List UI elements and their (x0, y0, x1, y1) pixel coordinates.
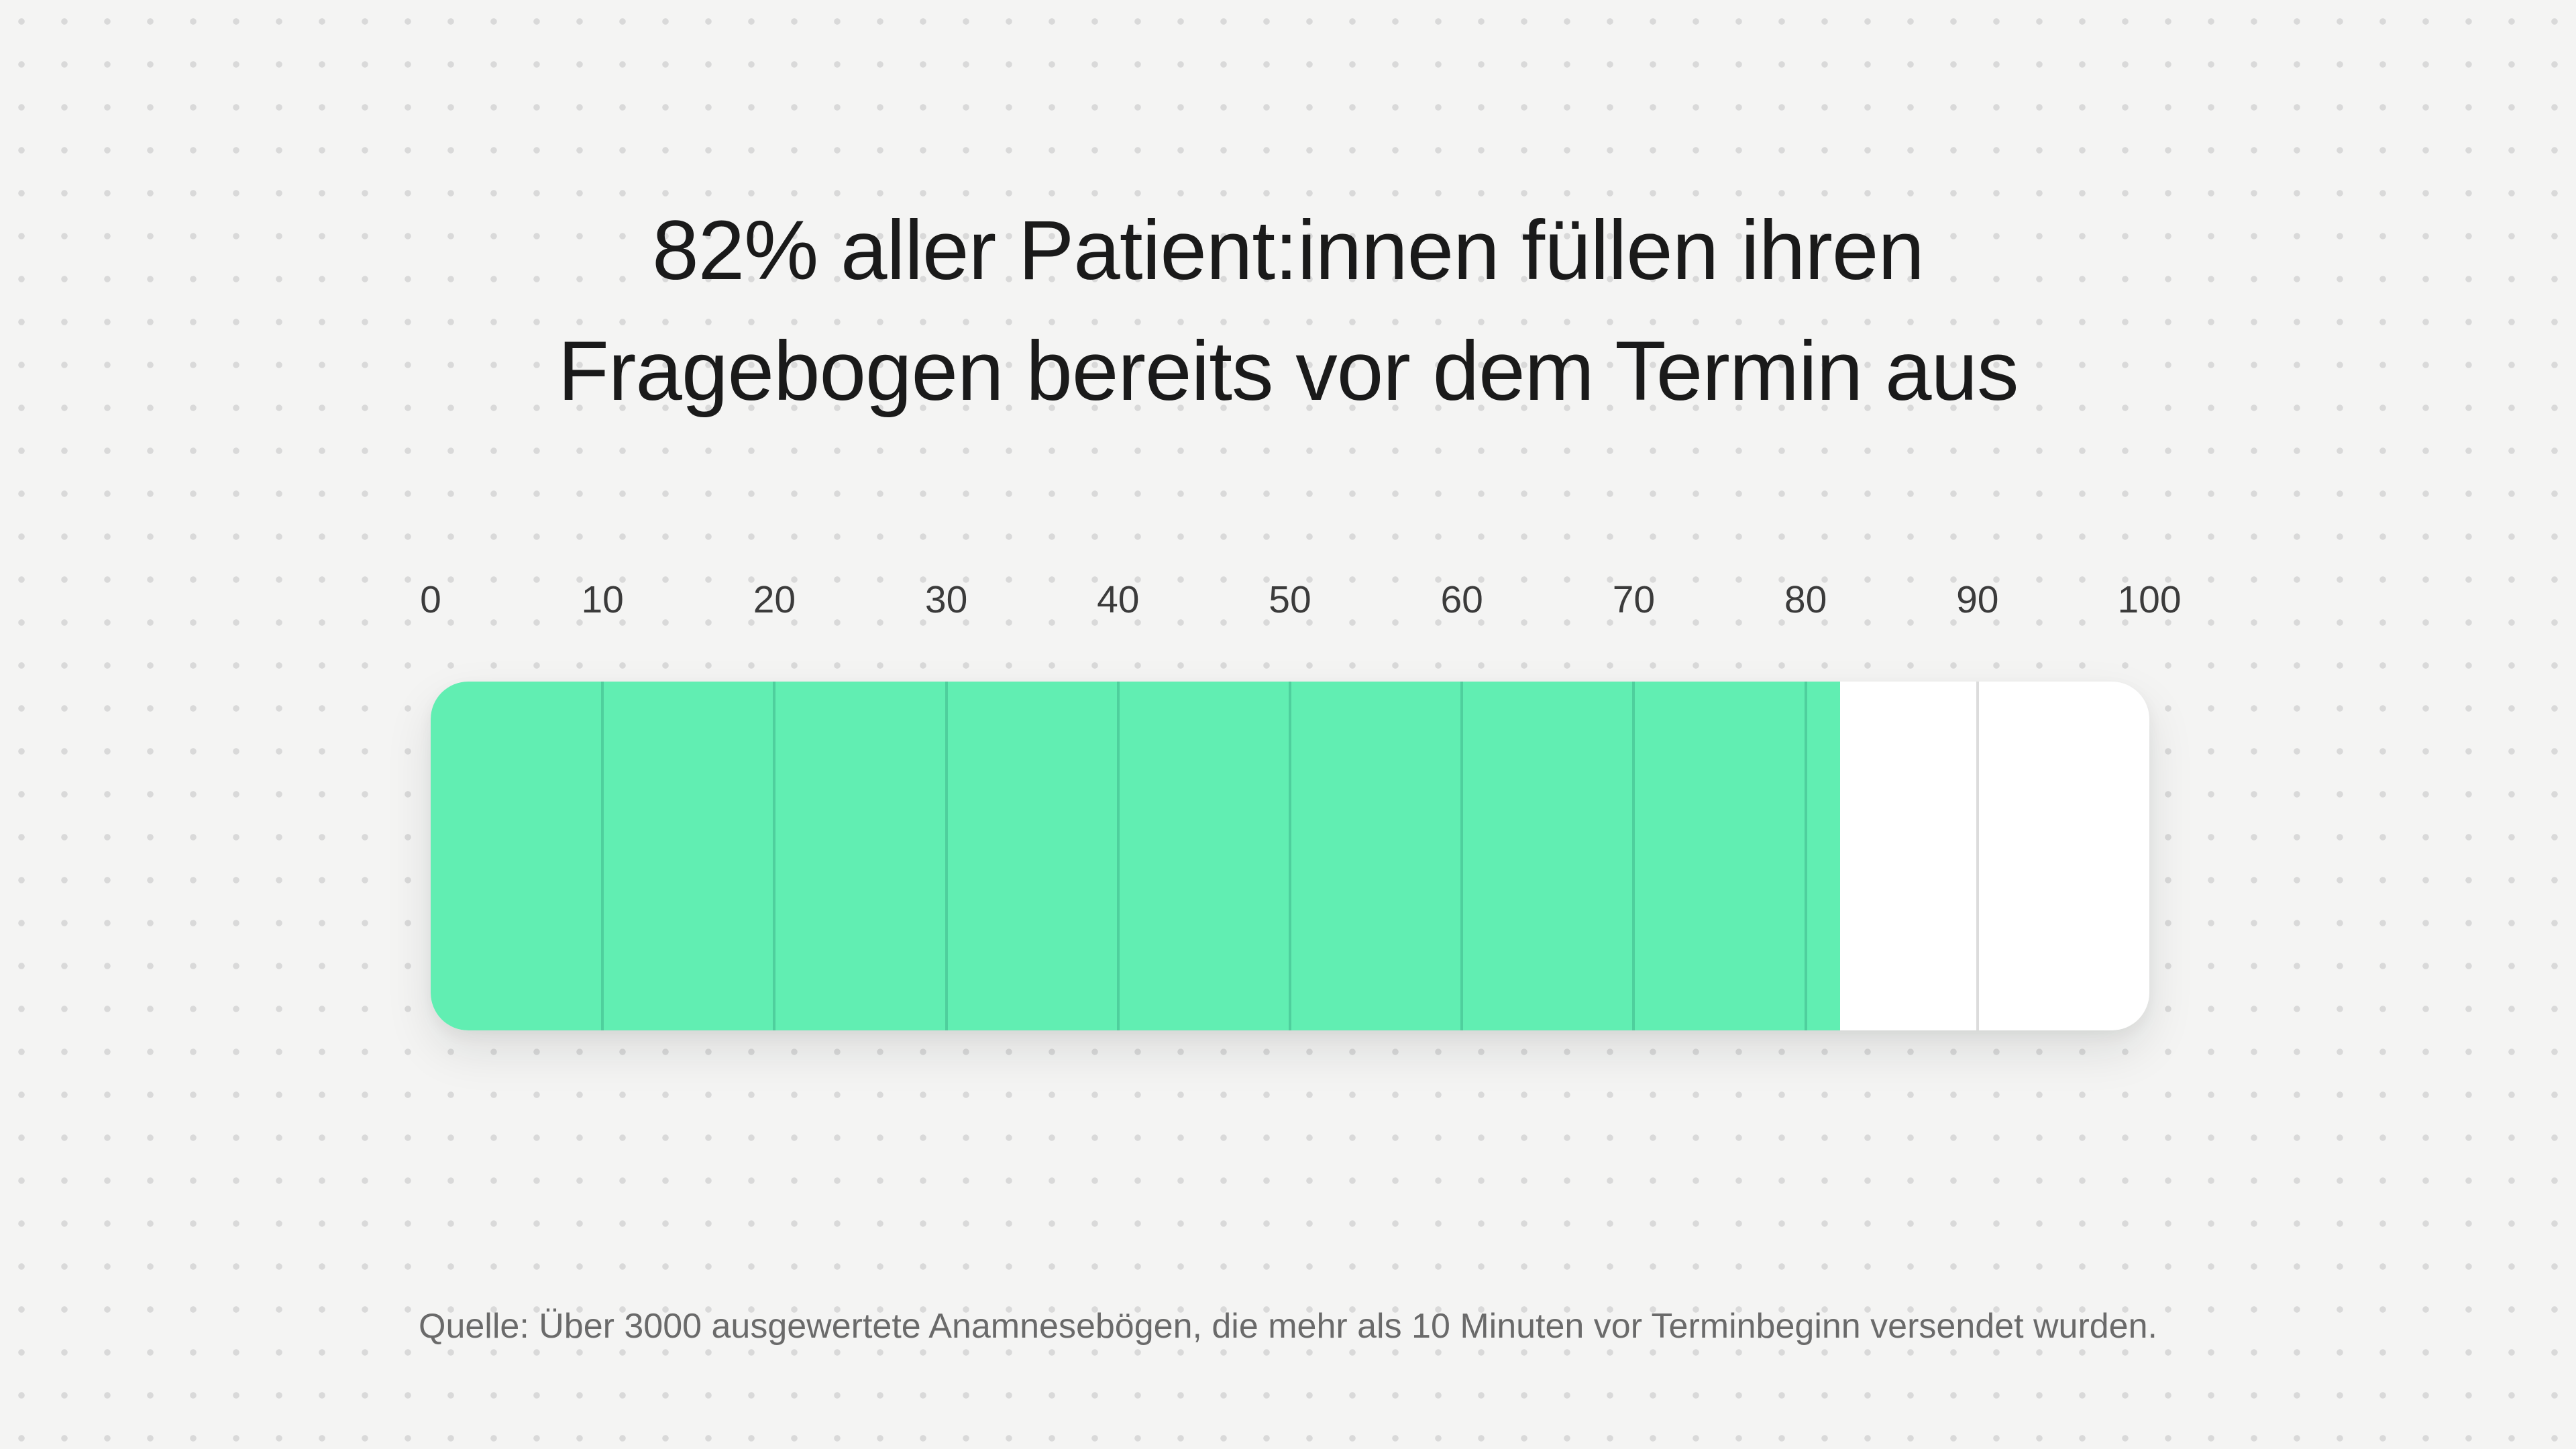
tick-label-30: 30 (924, 578, 968, 621)
tick-label-40: 40 (1097, 578, 1140, 621)
x-axis-tick-labels: 0 10 20 30 40 50 60 70 80 90 100 (420, 578, 2181, 627)
tick-label-100: 100 (2117, 578, 2182, 621)
chart-title: 82% aller Patient:innen füllen ihren Fra… (0, 191, 2576, 432)
chart-title-line-1: 82% aller Patient:innen füllen ihren (652, 203, 1925, 297)
tick-label-90: 90 (1956, 578, 1999, 621)
gridline-60 (1460, 682, 1464, 1030)
gridline-10 (601, 682, 604, 1030)
tick-label-50: 50 (1269, 578, 1311, 621)
source-note: Quelle: Über 3000 ausgewertete Anamneseb… (419, 1307, 2157, 1346)
gridline-90 (1976, 682, 1979, 1030)
tick-label-20: 20 (753, 578, 796, 621)
tick-label-80: 80 (1784, 578, 1827, 621)
tick-label-70: 70 (1612, 578, 1656, 621)
gridline-50 (1289, 682, 1291, 1030)
bar-chart: 0 10 20 30 40 50 60 70 80 90 100 (420, 0, 2182, 1449)
gridline-20 (773, 682, 776, 1030)
tick-label-0: 0 (420, 578, 441, 621)
chart-title-line-2: Fragebogen bereits vor dem Termin aus (557, 324, 2019, 418)
gridline-80 (1804, 682, 1807, 1030)
progress-fill (431, 682, 1840, 1030)
gridline-40 (1116, 682, 1120, 1030)
tick-label-10: 10 (581, 578, 624, 621)
tick-label-60: 60 (1440, 578, 1483, 621)
gridline-70 (1632, 682, 1635, 1030)
progress-track (431, 682, 2149, 1030)
gridline-30 (945, 682, 948, 1030)
